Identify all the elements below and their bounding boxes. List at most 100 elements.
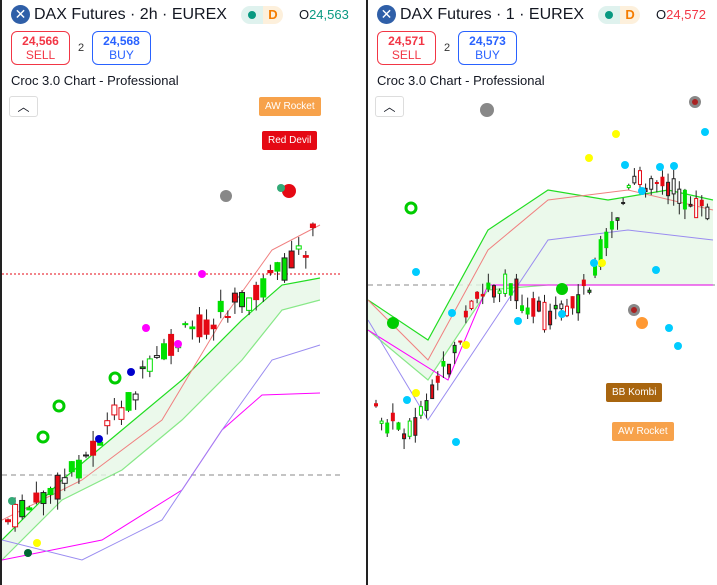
price-chart[interactable] xyxy=(2,0,366,585)
candle xyxy=(542,301,547,331)
candle xyxy=(553,304,558,310)
symbol-title[interactable]: DAX Futures · 2h · EUREX xyxy=(34,5,227,23)
price-chart[interactable] xyxy=(368,0,717,585)
signal-ring-icon xyxy=(108,371,122,385)
signal-dot-icon xyxy=(638,187,646,195)
indicator-line xyxy=(2,299,321,561)
chart-panel-1m[interactable]: ✕ DAX Futures · 1 · EUREX D O24,572 24,5… xyxy=(366,0,717,585)
signal-ring-icon xyxy=(36,430,50,444)
candle xyxy=(660,176,665,187)
candle xyxy=(694,198,699,219)
signal-dot-icon xyxy=(480,103,494,117)
signal-dot-icon xyxy=(556,283,568,295)
market-open-icon xyxy=(598,5,621,24)
candle xyxy=(118,407,125,420)
candle xyxy=(671,178,676,195)
candle xyxy=(182,323,189,326)
candle xyxy=(260,278,267,298)
candle xyxy=(497,290,502,294)
candle xyxy=(253,284,260,301)
session-badge: D xyxy=(262,5,283,24)
collapse-button[interactable]: ︿ xyxy=(375,96,404,117)
candle xyxy=(480,293,485,297)
candle xyxy=(699,199,704,207)
signal-dot-icon xyxy=(24,549,32,557)
trade-buttons: 24,566 SELL 2 24,568 BUY xyxy=(11,31,151,65)
candle xyxy=(604,231,609,249)
signal-dot-icon xyxy=(142,324,150,332)
candle xyxy=(239,291,245,308)
candle xyxy=(210,324,217,330)
signal-dot-icon xyxy=(665,324,673,332)
candle xyxy=(385,422,390,434)
signal-label-red-devil: Red Devil xyxy=(262,131,318,150)
candle xyxy=(407,420,412,437)
open-value: 24,563 xyxy=(309,7,349,22)
signal-dot-icon xyxy=(220,190,232,202)
candle xyxy=(514,278,519,302)
candle xyxy=(441,360,446,367)
candle xyxy=(531,298,536,317)
candle xyxy=(12,503,19,528)
symbol-title[interactable]: DAX Futures · 1 · EUREX xyxy=(400,5,585,23)
candle xyxy=(125,392,132,411)
candle xyxy=(224,316,231,319)
chevron-up-icon: ︿ xyxy=(17,100,30,114)
session-status[interactable]: D xyxy=(598,5,641,24)
candle xyxy=(295,245,302,250)
candle xyxy=(536,300,541,312)
x-logo-icon: ✕ xyxy=(11,5,30,24)
sell-button[interactable]: 24,566 SELL xyxy=(11,31,70,65)
signal-dot-icon xyxy=(621,161,629,169)
candle xyxy=(508,283,513,296)
ichimoku-cloud xyxy=(2,278,320,560)
candle xyxy=(413,417,418,436)
candle xyxy=(396,422,401,430)
candle xyxy=(153,355,160,358)
signal-dot-icon xyxy=(462,341,470,349)
candle xyxy=(469,300,474,309)
signal-dot-icon xyxy=(692,99,698,105)
spread: 2 xyxy=(443,42,451,54)
x-logo-icon: ✕ xyxy=(377,5,396,24)
trade-buttons: 24,571 SELL 2 24,573 BUY xyxy=(377,31,517,65)
candle xyxy=(309,223,316,229)
indicator-label[interactable]: Croc 3.0 Chart - Professional xyxy=(11,73,179,88)
indicator-label[interactable]: Croc 3.0 Chart - Professional xyxy=(377,73,545,88)
chart-panel-2h[interactable]: ✕ DAX Futures · 2h · EUREX D O24,563 24,… xyxy=(0,0,366,585)
candle xyxy=(5,519,11,523)
signal-dot-icon xyxy=(612,130,620,138)
signal-label-aw-rocket: AW Rocket xyxy=(259,97,321,116)
symbol-header: ✕ DAX Futures · 1 · EUREX D O24,572 xyxy=(377,5,706,24)
sell-button[interactable]: 24,571 SELL xyxy=(377,31,436,65)
signal-dot-icon xyxy=(598,259,606,267)
candle xyxy=(132,393,139,401)
collapse-button[interactable]: ︿ xyxy=(9,96,38,117)
signal-label-bb-kombi: BB Kombi xyxy=(606,383,663,402)
buy-button[interactable]: 24,568 BUY xyxy=(92,31,151,65)
candle xyxy=(609,221,614,230)
signal-dot-icon xyxy=(448,309,456,317)
indicator-line xyxy=(2,224,321,521)
buy-button[interactable]: 24,573 BUY xyxy=(458,31,517,65)
candle xyxy=(19,499,26,518)
indicator-line xyxy=(368,284,713,381)
candle xyxy=(402,433,407,440)
signal-dot-icon xyxy=(387,317,399,329)
candle xyxy=(458,340,463,343)
signal-dot-icon xyxy=(670,162,678,170)
candle xyxy=(637,170,642,186)
candle xyxy=(677,188,682,204)
signal-dot-icon xyxy=(95,435,103,443)
candle xyxy=(632,175,637,184)
session-status[interactable]: D xyxy=(240,5,283,24)
candle xyxy=(75,459,82,479)
candle xyxy=(189,326,196,330)
candle xyxy=(47,487,54,496)
candle xyxy=(621,202,626,205)
candle xyxy=(418,406,423,416)
candle xyxy=(682,189,687,210)
candle xyxy=(83,454,89,457)
candle xyxy=(559,303,564,310)
candle xyxy=(217,300,224,313)
